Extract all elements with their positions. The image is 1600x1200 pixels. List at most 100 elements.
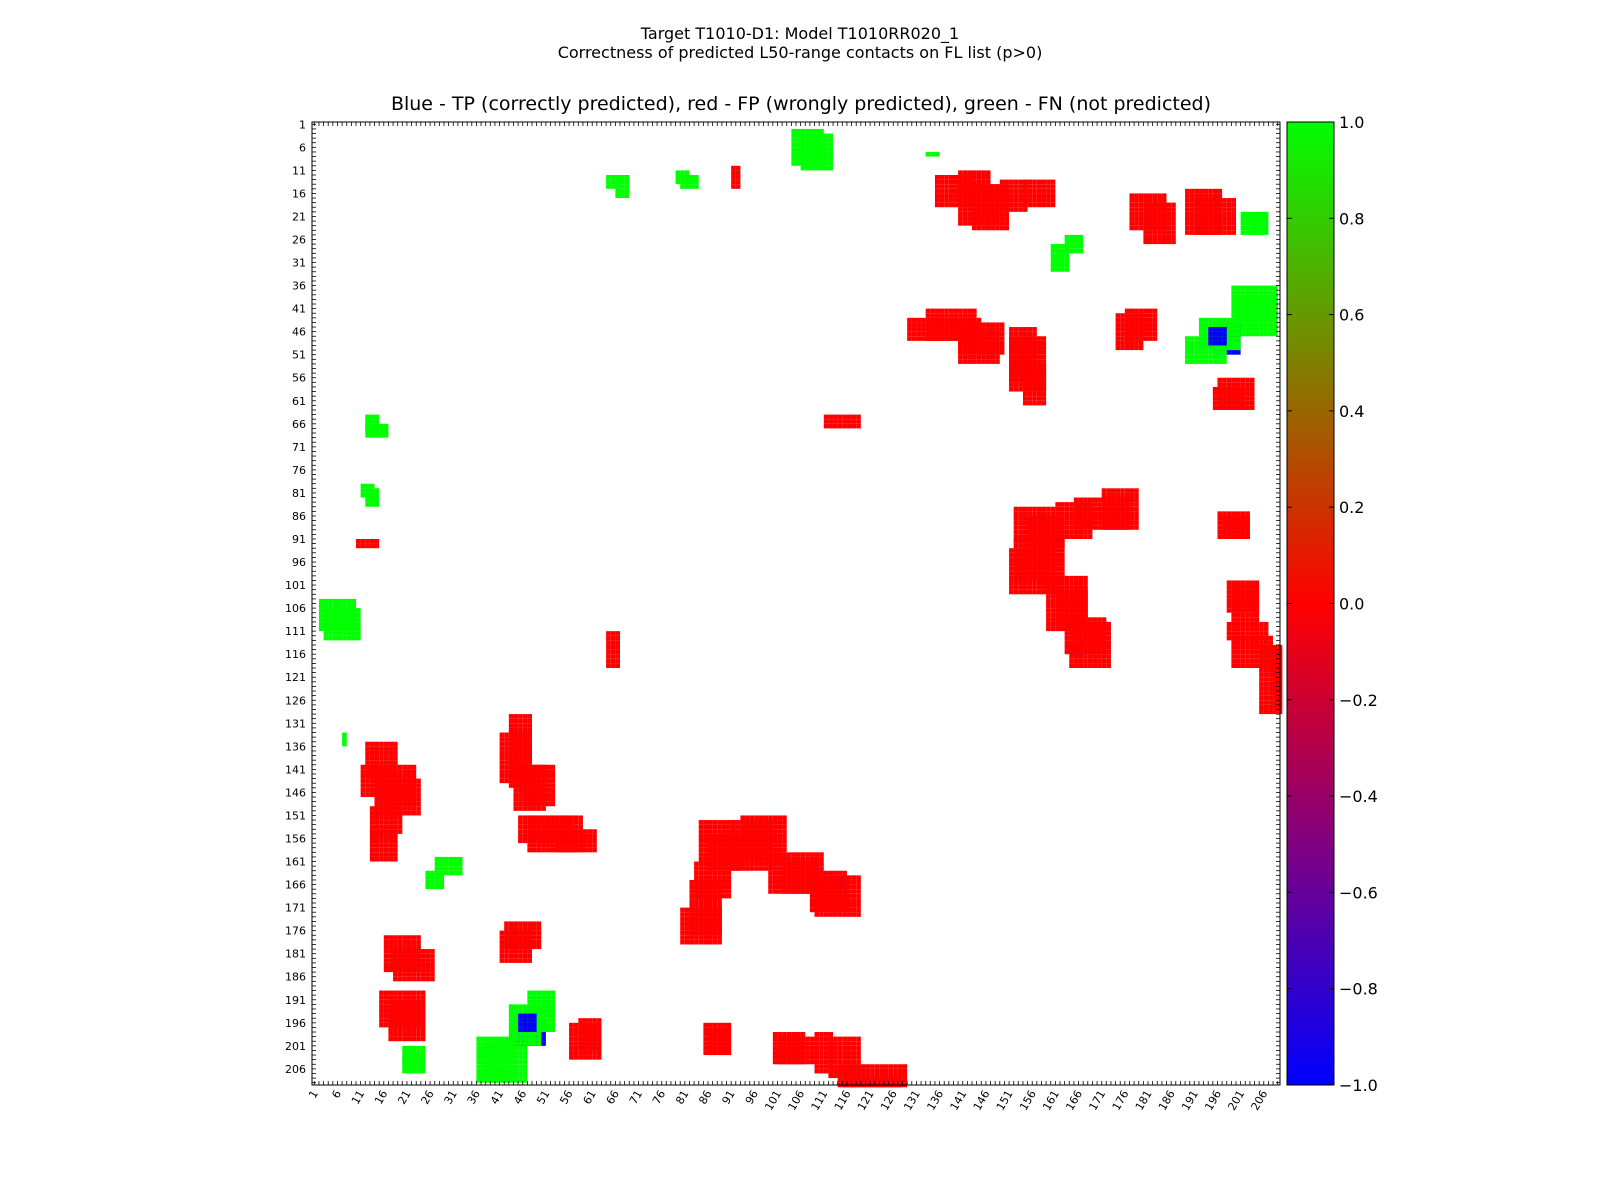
contact-cell bbox=[796, 861, 801, 867]
contact-cell bbox=[1055, 534, 1060, 539]
contact-cell bbox=[1198, 350, 1204, 355]
contact-cell bbox=[1222, 511, 1227, 516]
contact-cell-mirror bbox=[814, 1041, 820, 1046]
contact-cell bbox=[393, 741, 398, 747]
contact-cell bbox=[1263, 668, 1269, 673]
contact-cell bbox=[508, 760, 514, 765]
contact-cell bbox=[1143, 331, 1148, 337]
contact-cell bbox=[624, 193, 630, 199]
contact-cell bbox=[809, 165, 815, 171]
contact-cell-mirror bbox=[1050, 594, 1056, 599]
contact-cell-mirror bbox=[1064, 617, 1070, 622]
contact-cell bbox=[411, 778, 417, 784]
contact-cell bbox=[527, 773, 532, 779]
contact-cell bbox=[1027, 589, 1033, 595]
contact-cell bbox=[388, 820, 394, 825]
contact-cell bbox=[504, 760, 509, 765]
contact-cell-mirror bbox=[703, 1041, 708, 1046]
contact-cell-mirror bbox=[1027, 566, 1033, 572]
contact-cell bbox=[1259, 621, 1264, 627]
contact-cell-mirror bbox=[958, 317, 963, 323]
contact-cell-mirror bbox=[768, 815, 773, 821]
contact-cell bbox=[842, 898, 847, 903]
contact-cell bbox=[1073, 234, 1079, 240]
contact-cell-mirror bbox=[967, 193, 972, 199]
contact-cell bbox=[911, 317, 917, 323]
contact-cell-mirror bbox=[1041, 511, 1047, 516]
contact-cell bbox=[1143, 322, 1148, 328]
contact-cell-mirror bbox=[374, 856, 380, 862]
contact-cell-mirror bbox=[545, 783, 551, 788]
contact-cell-mirror bbox=[522, 727, 528, 733]
contact-cell-mirror bbox=[1083, 640, 1088, 645]
contact-cell bbox=[518, 797, 523, 802]
contact-cell bbox=[828, 893, 834, 899]
contact-cell bbox=[962, 359, 968, 364]
contact-cell-mirror bbox=[1018, 511, 1023, 516]
contact-cell bbox=[1032, 198, 1037, 203]
contact-cell-mirror bbox=[1083, 644, 1088, 650]
contact-cell-mirror bbox=[846, 879, 852, 885]
contact-cell bbox=[393, 815, 398, 821]
contact-cell-mirror bbox=[1022, 354, 1028, 360]
contact-cell bbox=[1245, 580, 1250, 586]
contact-cell-mirror bbox=[782, 838, 787, 844]
contact-cell-mirror bbox=[1073, 644, 1079, 650]
contact-cell bbox=[374, 773, 380, 779]
contact-cell bbox=[513, 746, 519, 751]
contact-cell-mirror bbox=[1050, 566, 1056, 572]
contact-cell bbox=[1226, 230, 1232, 235]
contact-cell-mirror bbox=[1032, 511, 1037, 516]
contact-cell-mirror bbox=[342, 635, 347, 641]
contact-cell-mirror bbox=[985, 193, 991, 199]
contact-cell-mirror bbox=[1018, 354, 1023, 360]
contact-cell-mirror bbox=[402, 1050, 407, 1056]
contact-cell bbox=[383, 750, 389, 756]
contact-cell-mirror bbox=[573, 1036, 579, 1042]
contact-cell bbox=[1069, 520, 1074, 526]
contact-cell bbox=[842, 907, 847, 913]
contact-cell-mirror bbox=[1046, 594, 1051, 599]
contact-cell-mirror bbox=[323, 631, 329, 636]
contact-cell-mirror bbox=[708, 861, 713, 867]
contact-cell-mirror bbox=[518, 1050, 523, 1056]
contact-cell bbox=[388, 806, 394, 811]
contact-cell-mirror bbox=[934, 331, 940, 337]
contact-cell bbox=[1222, 198, 1227, 203]
contact-cell bbox=[559, 820, 565, 825]
contact-cell bbox=[536, 829, 542, 834]
contact-cell bbox=[735, 843, 741, 848]
contact-cell-mirror bbox=[374, 833, 380, 839]
contact-cell bbox=[731, 856, 736, 862]
contact-cell bbox=[1073, 654, 1079, 659]
contact-cell bbox=[388, 769, 394, 774]
contact-cell-mirror bbox=[1018, 331, 1023, 337]
contact-cell bbox=[513, 801, 519, 807]
contact-cell bbox=[397, 810, 403, 816]
contact-cell bbox=[564, 838, 570, 844]
contact-cell bbox=[541, 829, 546, 834]
contact-cell bbox=[990, 354, 996, 360]
contact-cell bbox=[703, 829, 708, 834]
contact-cell-mirror bbox=[976, 207, 982, 212]
contact-cell bbox=[1208, 354, 1213, 360]
contact-cell-mirror bbox=[508, 953, 514, 959]
contact-cell-mirror bbox=[800, 1032, 806, 1037]
contact-cell bbox=[837, 893, 843, 899]
contact-cell-mirror bbox=[550, 783, 556, 788]
contact-cell bbox=[513, 737, 519, 742]
contact-cell bbox=[518, 760, 523, 765]
contact-cell bbox=[791, 852, 796, 857]
contact-cell bbox=[985, 170, 991, 175]
contact-cell-mirror bbox=[1022, 340, 1028, 346]
contact-cell-mirror bbox=[962, 336, 968, 341]
contact-cell-mirror bbox=[948, 202, 954, 208]
contact-cell bbox=[745, 820, 750, 825]
contact-cell bbox=[1259, 700, 1264, 705]
contact-cell bbox=[1013, 585, 1019, 590]
contact-cell-mirror bbox=[1032, 359, 1037, 364]
contact-cell-mirror bbox=[712, 1022, 718, 1028]
contact-cell-mirror bbox=[1022, 515, 1028, 521]
contact-cell-mirror bbox=[513, 1064, 519, 1069]
contact-cell bbox=[1245, 405, 1250, 410]
